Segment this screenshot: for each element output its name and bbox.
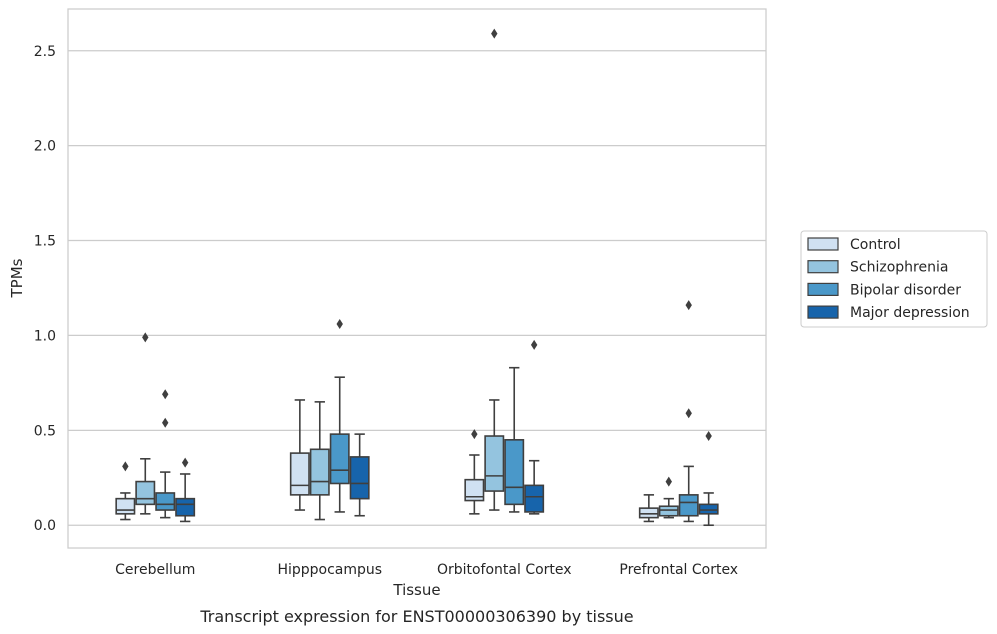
legend-frame	[800, 230, 988, 328]
box	[504, 439, 525, 506]
outlier-point	[162, 417, 169, 428]
box	[289, 452, 310, 496]
y-tick-label: 0.0	[34, 518, 56, 534]
box	[464, 478, 485, 502]
box	[115, 497, 136, 515]
box	[678, 494, 699, 517]
box-groups	[115, 28, 719, 527]
chart-caption: Transcript expression for ENST0000030639…	[199, 607, 633, 626]
x-tick-label: Cerebellum	[115, 562, 195, 578]
legend-swatch	[807, 305, 839, 319]
outlier-point	[181, 457, 189, 468]
legend-swatch	[807, 260, 839, 274]
box	[175, 497, 196, 517]
x-tick-label: Prefrontal Cortex	[619, 562, 738, 578]
legend-swatch	[807, 282, 839, 296]
category-group	[115, 332, 196, 523]
legend: Control Schizophrenia Bipolar disorder Majo…	[800, 230, 988, 328]
box	[638, 507, 659, 519]
legend-label: Control	[850, 237, 901, 253]
box	[524, 484, 545, 513]
legend-label: Bipolar disorder	[850, 282, 961, 298]
box	[135, 480, 156, 506]
x-axis-label: Tissue	[392, 581, 440, 599]
y-tick-label: 2.0	[34, 139, 56, 155]
outlier-point	[471, 429, 478, 440]
box	[329, 433, 350, 485]
legend-swatch	[807, 237, 839, 251]
y-tick-label: 2.5	[34, 44, 56, 60]
x-tick-label: Orbitofontal Cortex	[437, 562, 572, 578]
y-tick-label: 1.5	[34, 234, 56, 250]
outlier-point	[122, 461, 129, 472]
x-tick-labels: Cerebellum Hipppocampus Orbitofontal Corte…	[115, 562, 738, 578]
plot-background	[68, 9, 766, 548]
legend-label: Schizophrenia	[850, 260, 948, 276]
category-group	[638, 300, 719, 527]
box	[155, 492, 176, 511]
outlier-point	[665, 476, 672, 487]
outlier-point	[530, 339, 538, 350]
y-tick-label: 1.0	[34, 328, 56, 344]
outlier-point	[162, 389, 169, 400]
outlier-point	[336, 319, 343, 330]
category-group	[464, 28, 545, 515]
box	[484, 435, 505, 492]
box	[349, 456, 370, 500]
box	[658, 505, 679, 517]
outlier-point	[705, 431, 712, 442]
y-tick-labels: 0.0 0.5 1.0 1.5 2.0 2.5	[34, 44, 56, 534]
y-tick-label: 0.5	[34, 423, 56, 439]
x-tick-label: Hipppocampus	[277, 562, 382, 578]
y-axis-label: TPMs	[8, 258, 26, 298]
outlier-point	[685, 408, 692, 419]
box	[698, 503, 719, 515]
y-gridlines	[68, 50, 766, 526]
plot-frame	[67, 8, 767, 549]
outlier-point	[491, 28, 498, 39]
category-group	[289, 319, 370, 521]
legend-label: Major depression	[850, 305, 970, 321]
outlier-point	[685, 300, 692, 311]
outlier-point	[142, 332, 149, 343]
box	[309, 448, 330, 496]
